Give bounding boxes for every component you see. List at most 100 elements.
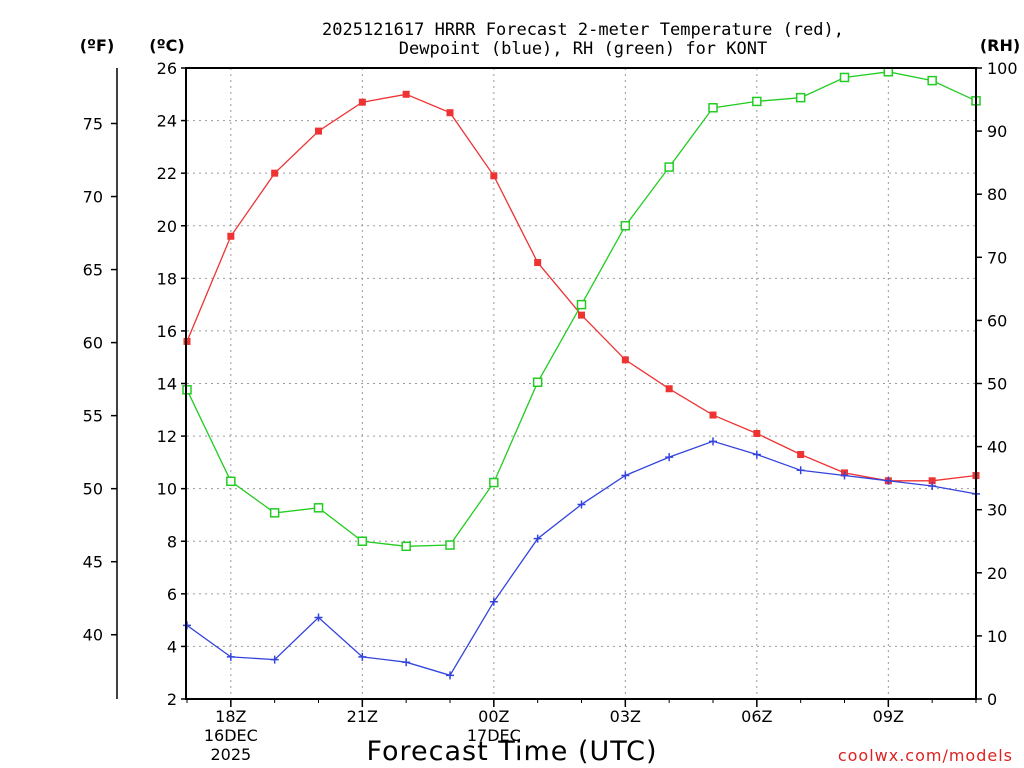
temperature-point bbox=[271, 169, 279, 177]
dewpoint-point bbox=[533, 534, 542, 543]
x-tick-label: 03Z bbox=[610, 707, 641, 726]
chart-title-line1: 2025121617 HRRR Forecast 2-meter Tempera… bbox=[322, 20, 844, 40]
dewpoint-point bbox=[796, 466, 805, 475]
celsius-tick-label: 16 bbox=[157, 322, 177, 341]
fahrenheit-tick-label: 45 bbox=[83, 553, 103, 572]
rh-tick-label: 20 bbox=[987, 564, 1007, 583]
temperature-point bbox=[578, 311, 585, 319]
celsius-tick-label: 10 bbox=[157, 480, 177, 499]
dewpoint-point bbox=[314, 613, 323, 622]
x-axis-label: Forecast Time (UTC) bbox=[366, 736, 657, 767]
dewpoint-point bbox=[621, 471, 630, 480]
rh-tick-label: 10 bbox=[987, 627, 1007, 646]
fahrenheit-tick-label: 40 bbox=[83, 626, 103, 645]
x-tick-label: 16DEC bbox=[204, 726, 258, 745]
temperature-point bbox=[753, 429, 761, 437]
rh-tick-label: 70 bbox=[987, 248, 1007, 267]
fahrenheit-unit-label: (ºF) bbox=[80, 36, 115, 55]
rh-point bbox=[445, 540, 455, 550]
fahrenheit-tick-label: 65 bbox=[83, 261, 103, 280]
rh-tick-label: 80 bbox=[987, 185, 1007, 204]
temperature-point bbox=[446, 109, 454, 117]
temperature-point bbox=[315, 127, 322, 135]
rh-point bbox=[313, 503, 324, 513]
dewpoint-point bbox=[226, 652, 235, 661]
grid-lines bbox=[187, 68, 976, 699]
temperature-point bbox=[227, 232, 235, 240]
fahrenheit-tick-label: 70 bbox=[83, 188, 103, 207]
dewpoint-point bbox=[928, 482, 937, 491]
dewpoint-point bbox=[402, 658, 411, 667]
x-tick-label: 21Z bbox=[347, 707, 378, 726]
rh-point bbox=[532, 377, 543, 387]
dewpoint-point bbox=[840, 471, 849, 480]
rh-point bbox=[401, 541, 411, 552]
celsius-tick-label: 22 bbox=[157, 164, 177, 183]
celsius-unit-label: (ºC) bbox=[149, 36, 184, 55]
x-tick-label: 18Z bbox=[215, 707, 246, 726]
temperature-point bbox=[534, 259, 542, 267]
rh-point bbox=[752, 96, 762, 107]
fahrenheit-tick-label: 75 bbox=[83, 115, 103, 134]
temperature-point bbox=[665, 385, 673, 393]
dewpoint-point bbox=[884, 476, 893, 485]
chart-title-line2: Dewpoint (blue), RH (green) for KONT bbox=[399, 39, 767, 59]
watermark: coolwx.com/models bbox=[838, 746, 1013, 765]
axes-layer: 2468101214161820222426404550556065707501… bbox=[83, 59, 1018, 764]
dewpoint-point bbox=[270, 655, 279, 664]
x-tick-label: 09Z bbox=[873, 707, 904, 726]
rh-point bbox=[839, 72, 850, 83]
rh-point bbox=[620, 221, 631, 231]
rh-tick-label: 40 bbox=[987, 438, 1007, 457]
celsius-tick-label: 24 bbox=[157, 112, 177, 131]
temperature-point bbox=[797, 450, 805, 458]
dewpoint-point bbox=[358, 652, 367, 661]
rh-point bbox=[357, 536, 368, 546]
temperature-point bbox=[709, 411, 717, 419]
dewpoint-point bbox=[752, 450, 761, 459]
celsius-tick-label: 4 bbox=[167, 637, 177, 656]
celsius-tick-label: 18 bbox=[157, 269, 177, 288]
rh-tick-label: 0 bbox=[987, 690, 997, 709]
dewpoint-point bbox=[665, 453, 674, 462]
temperature-point bbox=[621, 356, 629, 364]
rh-tick-label: 30 bbox=[987, 501, 1007, 520]
dewpoint-point bbox=[577, 500, 586, 509]
series-layer bbox=[182, 67, 981, 680]
temperature-point bbox=[490, 172, 498, 180]
dewpoint-point bbox=[709, 437, 717, 446]
plot-frame bbox=[185, 67, 977, 700]
x-tick-label: 2025 bbox=[210, 745, 251, 764]
fahrenheit-tick-label: 60 bbox=[83, 334, 103, 353]
rh-point bbox=[269, 508, 280, 518]
celsius-tick-label: 26 bbox=[157, 59, 177, 78]
dewpoint-point bbox=[446, 671, 454, 680]
x-tick-label: 17DEC bbox=[467, 726, 521, 745]
rh-point bbox=[708, 103, 718, 113]
rh-tick-label: 90 bbox=[987, 122, 1007, 141]
celsius-tick-label: 12 bbox=[157, 427, 177, 446]
celsius-tick-label: 2 bbox=[167, 690, 177, 709]
celsius-tick-label: 20 bbox=[157, 217, 177, 236]
temperature-line bbox=[186, 93, 977, 482]
rh-point bbox=[664, 162, 674, 172]
dewpoint-line bbox=[186, 440, 977, 677]
rh-point bbox=[226, 476, 236, 487]
rh-point bbox=[795, 92, 806, 103]
rh-point bbox=[576, 299, 587, 310]
dewpoint-point bbox=[489, 597, 498, 606]
rh-tick-label: 100 bbox=[987, 59, 1018, 78]
temperature-point bbox=[402, 90, 410, 98]
celsius-tick-label: 6 bbox=[167, 585, 177, 604]
celsius-tick-label: 8 bbox=[167, 532, 177, 551]
rh-unit-label: (RH) bbox=[980, 36, 1020, 55]
fahrenheit-tick-label: 55 bbox=[83, 407, 103, 426]
rh-point bbox=[489, 477, 499, 488]
celsius-tick-label: 14 bbox=[157, 375, 177, 394]
x-tick-label: 00Z bbox=[478, 707, 509, 726]
x-tick-label: 06Z bbox=[741, 707, 772, 726]
rh-point bbox=[927, 75, 937, 86]
rh-tick-label: 60 bbox=[987, 311, 1007, 330]
temperature-point bbox=[928, 477, 936, 485]
